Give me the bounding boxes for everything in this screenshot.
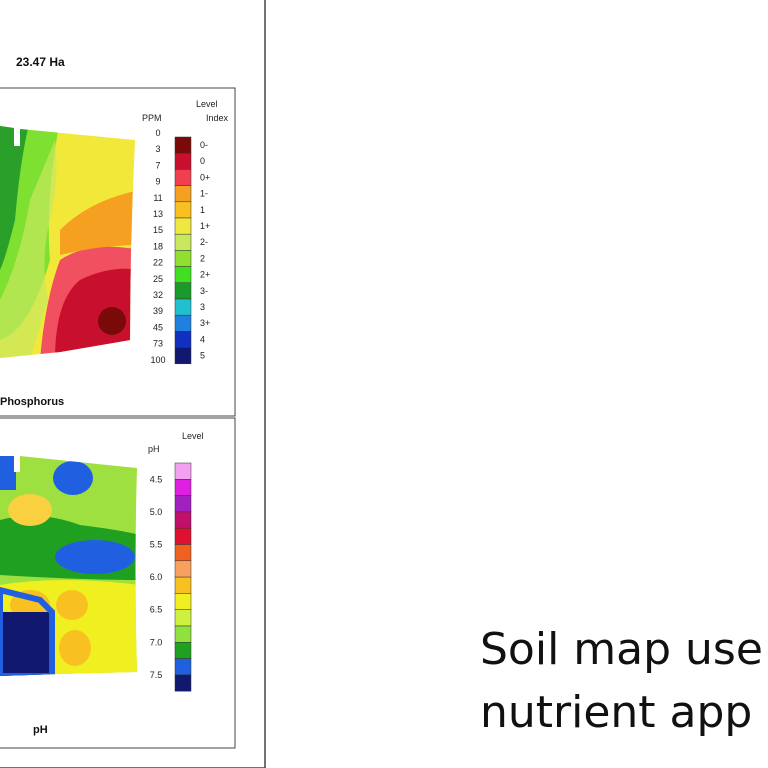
legend-swatch	[174, 136, 192, 154]
ppm-label: 25	[153, 274, 163, 284]
index-label: 0	[200, 156, 205, 166]
legend-swatch	[174, 250, 192, 267]
level-label: Level	[196, 99, 218, 109]
ph-label: pH	[148, 444, 160, 454]
ppm-label: 3	[155, 144, 160, 154]
ppm-label: 15	[153, 225, 163, 235]
index-label: 2-	[200, 237, 208, 247]
legend-swatch	[174, 495, 192, 513]
ppm-label: 100	[150, 355, 165, 365]
ppm-label: 18	[153, 241, 163, 251]
index-label: 0+	[200, 172, 210, 182]
legend-swatch	[174, 576, 192, 594]
ppm-label: 45	[153, 322, 163, 332]
legends: 0-00+1-11+2-22+3-33+45037911131518222532…	[150, 128, 210, 692]
legend-swatch	[174, 298, 192, 316]
legend-swatch	[174, 674, 192, 692]
ppm-label: 39	[153, 306, 163, 316]
ppm-label: 73	[153, 339, 163, 349]
index-label: 5	[200, 351, 205, 361]
legend-swatch	[174, 462, 192, 480]
legend-swatch	[174, 560, 192, 578]
legend-swatch	[174, 282, 192, 300]
legend-swatch	[174, 625, 192, 643]
legend-swatch	[174, 527, 192, 545]
index-label: 3	[200, 302, 205, 312]
legend-swatch	[174, 479, 192, 496]
caption-line: nutrient app	[480, 687, 752, 738]
index-label: 3+	[200, 318, 210, 328]
ph-level-label: 4.5	[150, 474, 163, 484]
legend-swatch	[174, 609, 192, 627]
index-label: 1-	[200, 189, 208, 199]
legend-swatch	[174, 266, 192, 284]
legend-swatch	[174, 201, 192, 219]
ph-map	[0, 456, 137, 676]
index-label: 2+	[200, 270, 210, 280]
ph-level-label: 6.0	[150, 572, 163, 582]
ppm-label: PPM	[142, 113, 162, 123]
legend-swatch	[174, 185, 192, 203]
legend-swatch	[174, 233, 192, 251]
legend-swatch	[174, 314, 192, 332]
ppm-label: 32	[153, 290, 163, 300]
level-label: Level	[182, 431, 204, 441]
legend-swatch	[174, 217, 192, 235]
ppm-label: 9	[155, 177, 160, 187]
legend-swatch	[174, 152, 192, 170]
index-label: Index	[206, 113, 229, 123]
index-label: 3-	[200, 286, 208, 296]
phosphorus-title: Phosphorus	[0, 396, 64, 408]
legend-swatch	[174, 658, 192, 676]
ppm-label: 7	[155, 160, 160, 170]
figure-frame	[0, 0, 266, 768]
legend-swatch	[174, 593, 192, 610]
ph-frame	[0, 417, 236, 749]
ph-level-label: 5.0	[150, 507, 163, 517]
ph-level-label: 7.0	[150, 637, 163, 647]
legend-swatch	[174, 169, 192, 186]
ppm-label: 11	[153, 193, 162, 203]
index-label: 4	[200, 334, 205, 344]
legend-swatch	[174, 331, 192, 348]
ppm-label: 13	[153, 209, 163, 219]
area: 23.47 Ha	[16, 55, 65, 69]
index-label: 2	[200, 253, 205, 263]
ppm-label: 0	[155, 128, 160, 138]
legend-swatch	[174, 544, 192, 562]
index-label: 0-	[200, 140, 208, 150]
ph-level-label: 5.5	[150, 540, 163, 550]
ph-level-label: 7.5	[150, 670, 163, 680]
phosphorus-frame	[0, 87, 236, 417]
legend-swatch	[174, 642, 192, 659]
legend-swatch	[174, 347, 192, 365]
legend-swatch	[174, 511, 192, 529]
index-label: 1	[200, 205, 205, 215]
caption-line: Soil map use	[480, 624, 763, 675]
ph-title: pH	[33, 724, 48, 736]
index-label: 1+	[200, 221, 210, 231]
phosphorus-map	[0, 126, 135, 358]
ph-level-label: 6.5	[150, 605, 163, 615]
ppm-label: 22	[153, 258, 163, 268]
